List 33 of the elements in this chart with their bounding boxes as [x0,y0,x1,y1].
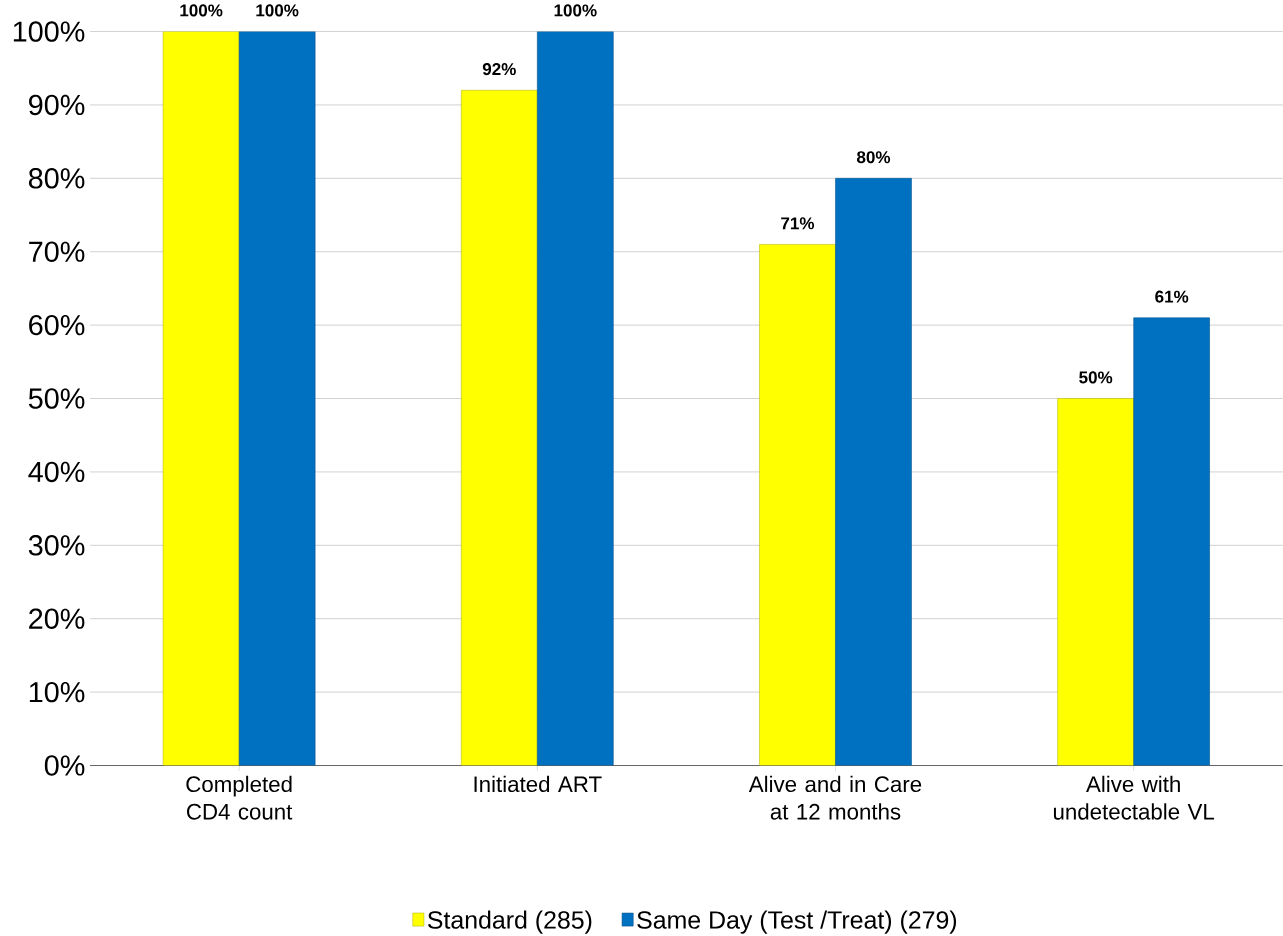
x-tick-label: Alive with undetectable VL [1053,775,1215,820]
bar [835,178,912,766]
data-label: 50% [1079,371,1113,384]
legend-label: Same Day (Test /Treat) (279) [637,910,957,934]
bar [238,31,316,766]
y-tick-label: 0% [44,755,85,776]
data-label: 100% [554,4,597,17]
y-tick-label: 10% [29,682,85,703]
y-tick-label: 30% [28,535,85,556]
bar [1057,398,1134,766]
y-tick-label: 70% [29,241,85,263]
data-label: 100% [256,4,299,17]
data-label: 71% [781,217,815,230]
y-tick-label: 100% [13,21,85,42]
bar [759,244,836,766]
data-label: 80% [856,151,891,164]
data-label: 61% [1155,290,1189,303]
y-tick-label: 40% [28,461,85,483]
bar [461,90,538,766]
y-tick-label: 50% [28,388,85,409]
y-tick-label: 90% [29,94,85,116]
y-tick-label: 80% [28,168,85,189]
bar [1133,317,1210,766]
data-label: 92% [482,63,516,76]
data-label: 100% [180,4,223,17]
y-tick-label: 60% [29,315,85,336]
bar [537,31,614,766]
x-tick-label: Initiated ART [474,775,602,793]
bar [162,31,240,766]
x-tick-label: Completed CD4 count [186,775,293,820]
y-tick-label: 20% [29,608,85,630]
x-tick-label: Alive and in Care at 12 months [748,775,922,820]
legend-label: Standard (285) [427,910,592,934]
